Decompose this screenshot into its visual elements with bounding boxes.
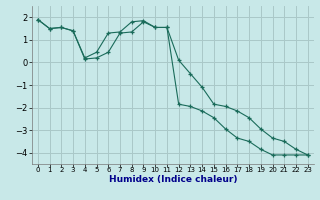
X-axis label: Humidex (Indice chaleur): Humidex (Indice chaleur) [108,175,237,184]
